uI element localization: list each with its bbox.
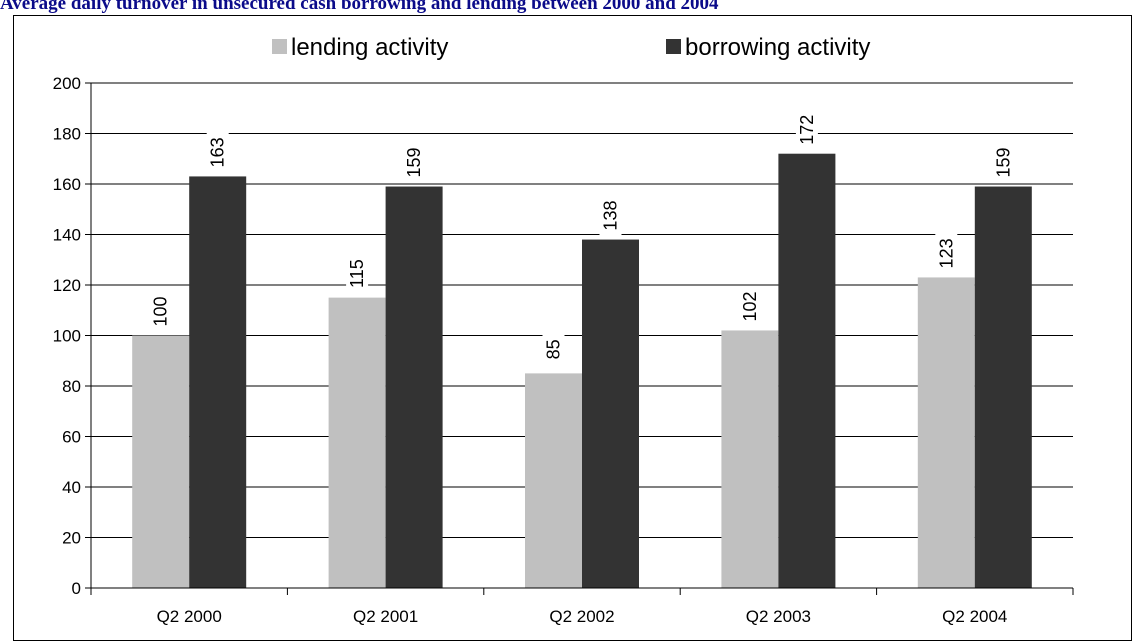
x-tick-label: Q2 2003 (746, 607, 811, 626)
data-label-text: 159 (404, 148, 424, 178)
bar-lending-2 (525, 373, 582, 588)
data-label-background (542, 329, 565, 370)
bar-borrowing-0 (189, 176, 247, 589)
legend-swatch (666, 39, 681, 54)
x-tick-label: Q2 2002 (549, 607, 614, 626)
data-label-text: 85 (544, 339, 564, 359)
x-tick-label: Q2 2000 (157, 607, 222, 626)
data-label-text: 115 (347, 259, 367, 288)
y-tick-label: 60 (62, 428, 81, 447)
data-label: 100 (149, 291, 172, 332)
data-labels: 100 115 85 102 123 163 159 138 172 159 (149, 109, 1015, 370)
data-label: 172 (795, 109, 818, 150)
legend-swatch (272, 39, 287, 54)
data-label-background (738, 286, 761, 327)
bar-lending-1 (328, 297, 386, 588)
data-label: 138 (599, 195, 622, 236)
data-label-background (403, 142, 426, 183)
data-label-background (935, 233, 958, 274)
bar-borrowing-2 (582, 239, 639, 589)
data-label-text: 159 (993, 148, 1013, 178)
data-label: 159 (992, 142, 1015, 183)
axes (85, 82, 1074, 595)
data-label-text: 102 (740, 291, 760, 321)
chart-area: 0 20 40 60 80 100 120 140 160 180 200 Q2 2000 Q2 20… (13, 15, 1132, 641)
bar-lending-4 (917, 277, 975, 588)
x-tick-label: Q2 2004 (942, 607, 1007, 626)
data-label: 102 (738, 286, 761, 327)
data-label-background (206, 132, 229, 173)
data-label-text: 123 (936, 238, 956, 268)
y-tick-label: 160 (53, 175, 81, 194)
data-label: 115 (346, 253, 369, 294)
y-tick-label: 120 (53, 276, 81, 295)
bar-borrowing-1 (385, 186, 443, 588)
bar-lending-0 (132, 335, 190, 588)
x-tick-labels: Q2 2000 Q2 2001 Q2 2002 Q2 2003 Q2 2004 (157, 607, 1008, 626)
bar-lending-3 (721, 330, 779, 588)
legend-label: lending activity (291, 34, 448, 61)
y-tick-label: 40 (62, 478, 81, 497)
y-tick-label: 180 (53, 125, 81, 144)
data-label-background (346, 253, 369, 294)
chart-title: Average daily turnover in unsecured cash… (0, 0, 719, 14)
data-label: 85 (542, 329, 565, 370)
y-tick-label: 80 (62, 377, 81, 396)
bar-borrowing-3 (778, 153, 836, 588)
legend: lending activity borrowing activity (272, 34, 870, 61)
data-label-text: 172 (797, 115, 817, 145)
data-label: 123 (935, 233, 958, 274)
data-label-background (149, 291, 172, 332)
x-tick-label: Q2 2001 (353, 607, 418, 626)
data-label-text: 100 (151, 296, 171, 326)
y-tick-labels: 0 20 40 60 80 100 120 140 160 180 200 (53, 74, 81, 598)
y-tick-label: 140 (53, 226, 81, 245)
y-tick-label: 20 (62, 529, 81, 548)
data-label-background (992, 142, 1015, 183)
bars (132, 153, 1032, 589)
bar-borrowing-4 (974, 186, 1032, 588)
data-label: 159 (403, 142, 426, 183)
data-label: 163 (206, 132, 229, 173)
legend-item-borrowing: borrowing activity (666, 34, 870, 61)
data-label-background (599, 195, 622, 236)
data-label-text: 163 (208, 137, 228, 167)
y-tick-label: 0 (72, 579, 81, 598)
data-label-background (795, 109, 818, 150)
legend-label: borrowing activity (685, 34, 870, 61)
y-tick-label: 100 (53, 327, 81, 346)
y-tick-label: 200 (53, 74, 81, 93)
legend-item-lending: lending activity (272, 34, 448, 61)
data-label-text: 138 (601, 201, 621, 231)
